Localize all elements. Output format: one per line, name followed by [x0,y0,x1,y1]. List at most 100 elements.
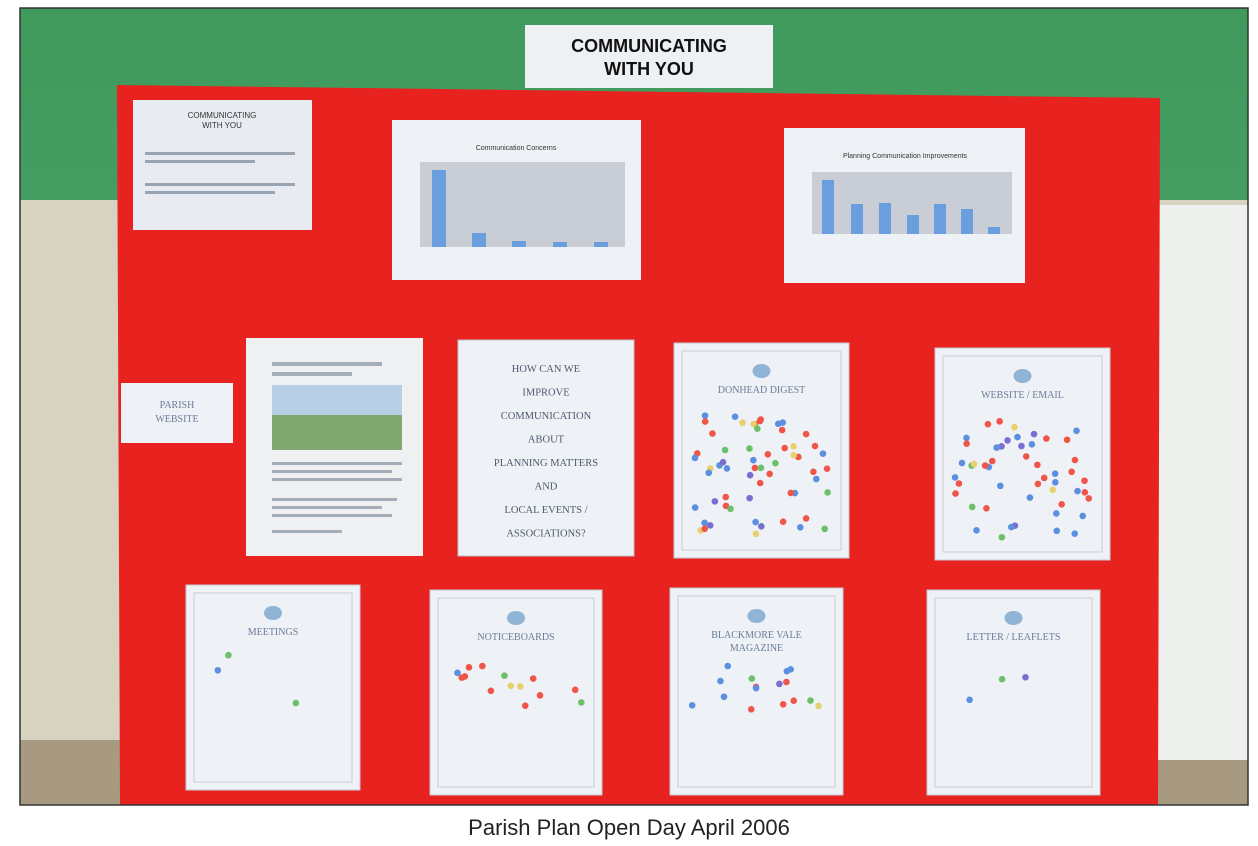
sticker [530,675,537,682]
sticker [722,494,729,501]
sticker [753,531,760,538]
sticker [757,480,764,487]
page: COMMUNICATING WITH YOU COMMUNICATING WIT… [0,0,1258,846]
sticker [739,419,746,426]
sticker [752,465,759,472]
sticker [1008,524,1015,531]
sticker [1022,674,1029,681]
sticker [999,676,1006,683]
sticker [702,418,709,425]
sticker [797,524,804,531]
sign-text: WITH YOU [604,59,694,79]
sticker [747,472,754,479]
sticker [776,681,783,688]
question-line: IMPROVE [522,388,569,399]
sticker [963,440,970,447]
question-line: AND [535,482,558,493]
sticker [824,465,831,472]
sticker [1027,494,1034,501]
question-line: PLANNING MATTERS [494,458,598,469]
chart-title: Communication Concerns [476,145,557,152]
sticker [732,413,739,420]
sticker [724,465,731,472]
sticker [824,489,831,496]
sticker [225,652,232,659]
sticker [712,498,719,505]
sticker [966,696,973,703]
sheet-title: MEETINGS [248,627,299,638]
sticker [1053,510,1060,517]
sticker [956,480,963,487]
sticker [787,666,794,673]
sticker [1068,469,1075,476]
question-line: HOW CAN WE [512,364,580,375]
sheet-text: WITH YOU [202,121,242,130]
sticker [758,523,765,530]
sheet-title: MAGAZINE [730,643,783,654]
sticker [707,522,714,529]
sticker [780,701,787,708]
sticker [993,444,1000,451]
sticker [1085,495,1092,502]
sticker [790,443,797,450]
sticker [973,527,980,534]
sticker [985,421,992,428]
sticker [790,452,797,459]
sign-text: COMMUNICATING [571,36,727,56]
sticker [507,683,514,690]
sheet-title: DONHEAD DIGEST [718,385,806,396]
caption: Parish Plan Open Day April 2006 [468,815,790,840]
sticker [1034,462,1041,469]
photo: COMMUNICATING WITH YOU COMMUNICATING WIT… [20,8,1248,805]
sticker [479,663,486,670]
sticker [959,460,966,467]
question-line: ASSOCIATIONS? [506,529,586,540]
sticker [803,515,810,522]
sticker [1072,457,1079,464]
sticker [689,702,696,709]
sticker [572,686,579,693]
sticker [775,420,782,427]
sticker [772,460,779,467]
sticker [701,525,708,532]
sticker [952,474,959,481]
sticker [1081,477,1088,484]
sticker [720,459,727,466]
icon [264,606,282,620]
sticker [1023,453,1030,460]
icon [748,609,766,623]
sticker [969,504,976,511]
sticker [1052,470,1059,477]
sticker [787,490,794,497]
sticker [1035,481,1042,488]
sticker [717,678,724,685]
sticker [721,693,728,700]
sticker [1052,479,1059,486]
sticker [983,505,990,512]
sheet-title: NOTICEBOARDS [477,632,554,643]
question-line: ABOUT [528,435,565,446]
sticker [517,683,524,690]
sticker [821,526,828,533]
plot-area [420,162,625,247]
sticker [996,418,1003,425]
sticker [1041,475,1048,482]
sticker [971,461,978,468]
icon [1005,611,1023,625]
icon [1014,369,1032,383]
sticker [578,699,585,706]
label-text: WEBSITE [155,414,198,425]
sheet [121,383,233,443]
sheet-text: COMMUNICATING [188,111,257,120]
sticker [462,673,469,680]
question-line: LOCAL EVENTS / [504,505,587,516]
sticker [702,412,709,419]
sticker [1029,441,1036,448]
sticker [293,700,300,707]
sticker [1031,431,1038,438]
sticker [522,702,529,709]
sticker [746,445,753,452]
sticker [705,469,712,476]
sticker [1079,513,1086,520]
sticker [790,697,797,704]
